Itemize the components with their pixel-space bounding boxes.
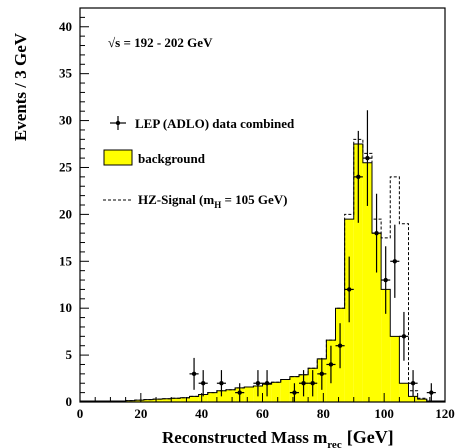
data-point	[235, 383, 245, 402]
data-point	[326, 345, 336, 384]
data-point-marker	[346, 287, 352, 292]
data-point	[189, 357, 199, 390]
tick-labels: 0 20 40 60 80 100 120 0 5 10 15 20 25 30 35 40	[59, 19, 455, 421]
y-tick-label: 25	[59, 159, 73, 174]
data-point-marker	[401, 334, 407, 339]
x-tick-label: 20	[134, 406, 147, 421]
y-tick-label: 30	[59, 113, 72, 128]
data-point-marker	[374, 230, 379, 236]
data-point-marker	[410, 381, 416, 386]
data-point-marker	[319, 371, 325, 377]
background-bar	[390, 336, 400, 402]
data-point	[390, 224, 400, 298]
background-bar	[134, 400, 144, 402]
background-bar	[171, 398, 181, 402]
data-point	[216, 370, 226, 397]
background-bar	[226, 389, 236, 402]
data-point	[198, 370, 208, 397]
legend-background-label: background	[138, 151, 206, 166]
y-tick-label: 40	[59, 19, 72, 34]
data-point-marker	[292, 390, 297, 395]
data-point-marker	[191, 371, 197, 377]
data-point-marker	[337, 343, 343, 348]
background-bar	[180, 397, 190, 402]
x-tick-label: 80	[317, 406, 330, 421]
data-point-marker	[429, 390, 434, 395]
data-point-marker	[301, 381, 306, 386]
data-point	[317, 357, 327, 390]
data-point	[372, 193, 382, 273]
data-point	[408, 370, 418, 397]
data-point-marker	[264, 381, 270, 386]
data-point	[299, 370, 309, 397]
data-point	[362, 110, 372, 206]
data-point	[262, 370, 272, 397]
data-point-marker	[365, 155, 370, 161]
data-points	[189, 110, 436, 402]
x-tick-label: 0	[77, 406, 84, 421]
data-point	[335, 323, 345, 369]
y-tick-label: 15	[59, 253, 73, 268]
background-bar	[399, 383, 409, 402]
energy-annotation: √s = 192 - 202 GeV	[108, 35, 213, 50]
x-tick-label: 120	[435, 406, 455, 421]
x-tick-label: 100	[374, 406, 394, 421]
background-bar	[408, 396, 418, 402]
data-point-marker	[383, 277, 388, 283]
background-bar	[125, 400, 135, 402]
background-bar	[207, 392, 217, 402]
y-tick-label: 35	[59, 66, 73, 81]
data-point	[344, 256, 354, 323]
background-bar	[372, 233, 382, 402]
background-bar	[244, 386, 254, 402]
background-bar	[271, 382, 281, 402]
data-point-marker	[392, 259, 398, 264]
y-tick-label: 10	[59, 300, 72, 315]
data-point	[353, 130, 363, 223]
data-point	[308, 370, 318, 397]
background-bar	[353, 144, 363, 402]
x-tick-label: 60	[256, 406, 269, 421]
data-point-marker	[328, 362, 334, 367]
data-point	[426, 383, 436, 402]
data-point	[289, 383, 299, 402]
background-bar	[381, 289, 391, 402]
data-point-marker	[255, 381, 261, 386]
legend-data-marker	[110, 116, 126, 130]
data-point	[399, 311, 409, 361]
data-point-marker	[356, 174, 361, 180]
background-bar	[162, 398, 172, 402]
background-bar	[153, 399, 163, 402]
data-point-marker	[310, 381, 315, 386]
background-bar	[417, 399, 427, 402]
background-bar	[362, 162, 372, 402]
x-axis-title: Reconstructed Mass mrec [GeV]	[162, 427, 394, 448]
data-point-marker	[200, 381, 206, 386]
axis-ticks	[79, 7, 446, 403]
legend: LEP (ADLO) data combined background HZ-S…	[103, 116, 295, 210]
y-tick-label: 5	[66, 347, 73, 362]
legend-background-swatch	[103, 149, 133, 166]
y-tick-label: 20	[59, 206, 72, 221]
background-bar	[198, 394, 208, 402]
data-point	[253, 370, 263, 397]
background-bar	[143, 399, 153, 402]
data-point-marker	[219, 381, 224, 386]
legend-signal-label: HZ-Signal (mH = 105 GeV)	[138, 192, 288, 210]
data-point	[381, 246, 391, 314]
background-bar	[280, 379, 290, 402]
data-point-marker	[237, 390, 242, 395]
background-bar	[189, 396, 199, 402]
x-tick-label: 40	[195, 406, 208, 421]
legend-data-label: LEP (ADLO) data combined	[135, 116, 295, 131]
y-axis-title: Events / 3 GeV	[11, 32, 30, 141]
y-tick-label: 0	[66, 394, 73, 409]
